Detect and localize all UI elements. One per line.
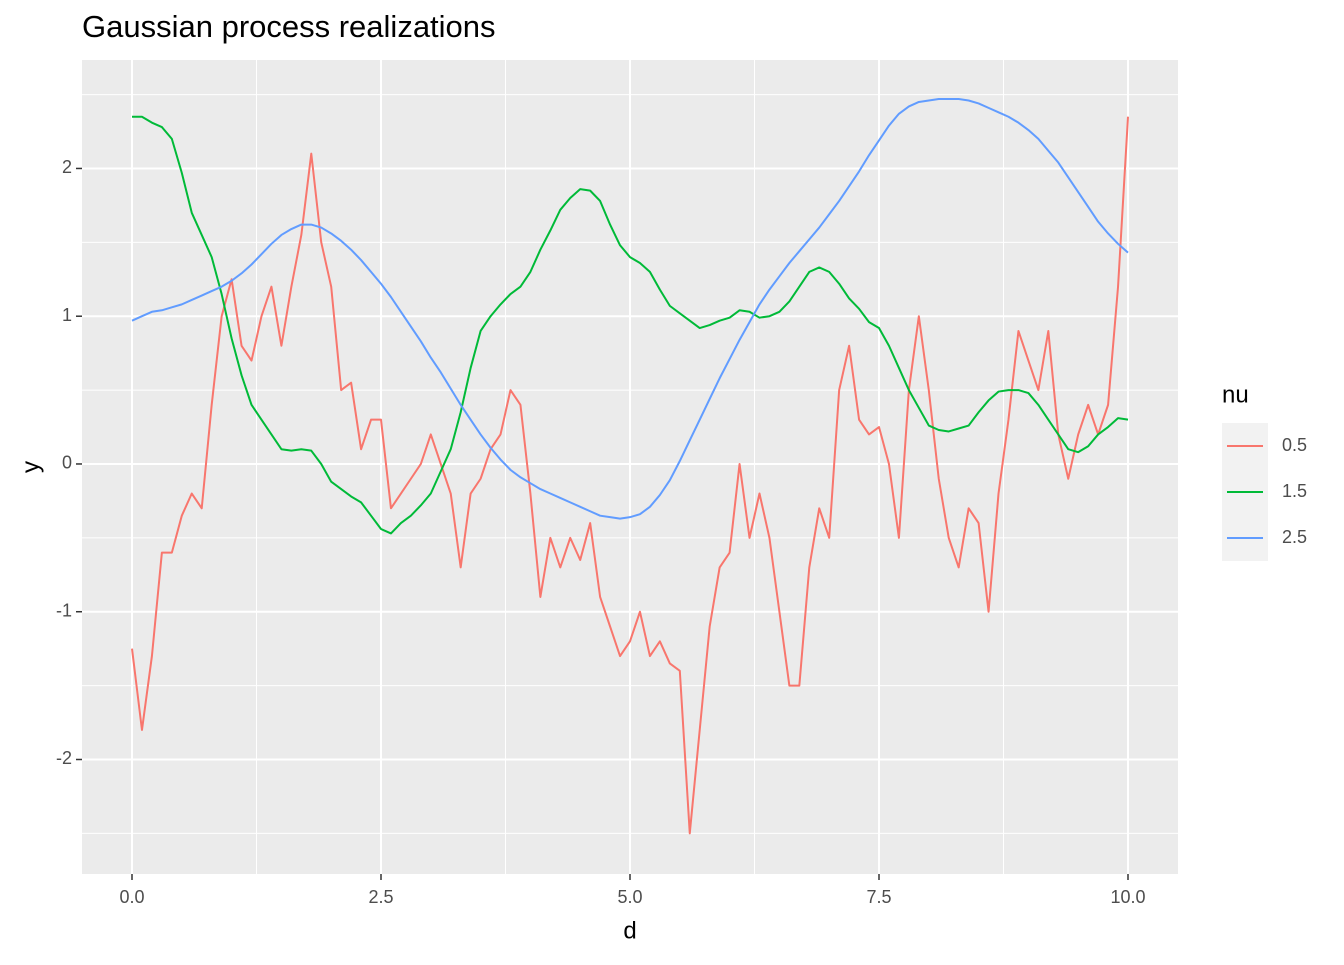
series-line — [131, 98, 1129, 520]
y-axis-title: y — [17, 461, 44, 473]
x-tick-label: 5.0 — [617, 887, 642, 907]
y-tick-label: -1 — [56, 600, 72, 620]
x-tick-label: 7.5 — [866, 887, 891, 907]
legend-label: 1.5 — [1282, 481, 1307, 501]
y-tick-label: 2 — [62, 157, 72, 177]
chart-title: Gaussian process realizations — [82, 9, 496, 44]
series-line — [131, 116, 1129, 835]
x-tick-label: 2.5 — [368, 887, 393, 907]
y-tick-label: 1 — [62, 305, 72, 325]
x-tick-label: 0.0 — [119, 887, 144, 907]
y-tick-label: -2 — [56, 748, 72, 768]
x-axis-title: d — [623, 917, 636, 944]
legend-title: nu — [1222, 381, 1249, 408]
series-line — [132, 115, 1129, 535]
y-tick-label: 0 — [62, 453, 72, 473]
x-tick-label: 10.0 — [1110, 887, 1145, 907]
legend-label: 2.5 — [1282, 527, 1307, 547]
legend-label: 0.5 — [1282, 435, 1307, 455]
